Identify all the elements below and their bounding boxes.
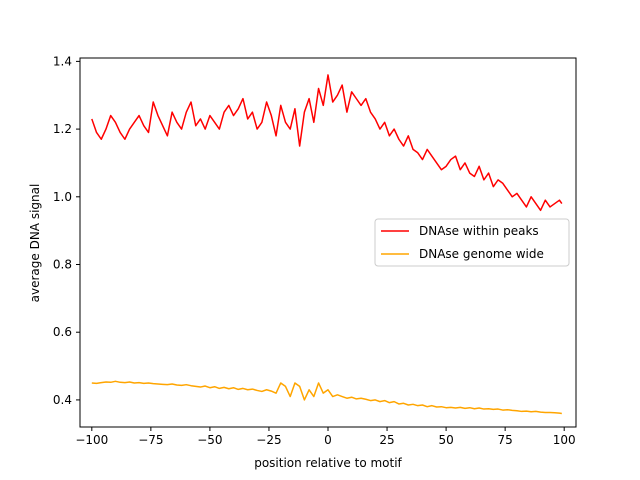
legend-label-within-peaks: DNAse within peaks <box>419 224 539 238</box>
x-tick-label: 0 <box>324 433 332 447</box>
x-tick-label: −100 <box>75 433 108 447</box>
y-axis-ticks: 0.4 0.6 0.8 1.0 1.2 1.4 <box>53 54 80 407</box>
y-tick-label: 0.4 <box>53 393 72 407</box>
legend-label-genome-wide: DNAse genome wide <box>419 247 544 261</box>
x-axis-ticks: −100 −75 −50 −25 0 25 50 75 100 <box>75 427 576 447</box>
x-tick-label: −50 <box>197 433 222 447</box>
y-tick-label: 0.6 <box>53 325 72 339</box>
series-line-0 <box>91 74 563 212</box>
y-tick-label: 1.0 <box>53 190 72 204</box>
y-tick-label: 1.4 <box>53 54 72 68</box>
x-tick-label: −75 <box>138 433 163 447</box>
series-layer <box>91 74 563 415</box>
legend-box <box>374 218 570 267</box>
y-axis-label: average DNA signal <box>28 184 42 303</box>
series-line-1 <box>91 380 562 415</box>
x-axis-label: position relative to motif <box>254 456 402 470</box>
x-tick-label: −25 <box>256 433 281 447</box>
x-tick-label: 50 <box>438 433 453 447</box>
x-tick-label: 25 <box>379 433 394 447</box>
y-tick-label: 1.2 <box>53 122 72 136</box>
legend: DNAse within peaks DNAse genome wide <box>374 218 570 267</box>
y-tick-label: 0.8 <box>53 258 72 272</box>
x-tick-label: 75 <box>498 433 513 447</box>
x-tick-label: 100 <box>553 433 576 447</box>
